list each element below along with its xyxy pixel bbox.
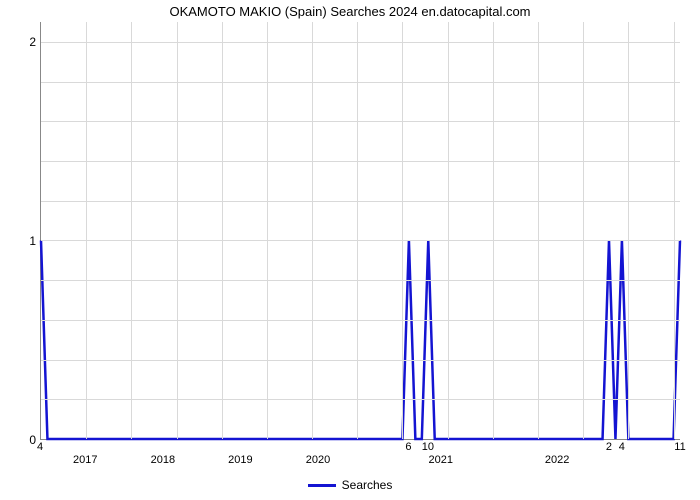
x-tick-label: 2017 bbox=[73, 454, 97, 466]
gridline-vertical bbox=[493, 22, 494, 439]
x-tick-label: 2021 bbox=[429, 454, 453, 466]
gridline-vertical bbox=[402, 22, 403, 439]
point-label: 11 bbox=[674, 441, 685, 453]
gridline-vertical bbox=[448, 22, 449, 439]
legend-label: Searches bbox=[342, 478, 393, 492]
gridline-horizontal bbox=[41, 399, 680, 400]
gridline-vertical bbox=[583, 22, 584, 439]
x-tick-label: 2018 bbox=[151, 454, 175, 466]
gridline-vertical bbox=[312, 22, 313, 439]
gridline-horizontal bbox=[41, 360, 680, 361]
point-label: 10 bbox=[422, 441, 434, 453]
chart-container: { "chart": { "type": "line", "title": "O… bbox=[0, 0, 700, 500]
gridline-vertical bbox=[628, 22, 629, 439]
gridline-horizontal bbox=[41, 161, 680, 162]
legend: Searches bbox=[0, 478, 700, 492]
gridline-vertical bbox=[538, 22, 539, 439]
gridline-horizontal bbox=[41, 82, 680, 83]
x-tick-label: 2019 bbox=[228, 454, 252, 466]
gridline-vertical bbox=[177, 22, 178, 439]
gridline-vertical bbox=[131, 22, 132, 439]
point-label: 4 bbox=[619, 441, 625, 453]
gridline-horizontal bbox=[41, 240, 680, 241]
chart-title: OKAMOTO MAKIO (Spain) Searches 2024 en.d… bbox=[0, 4, 700, 19]
gridline-horizontal bbox=[41, 42, 680, 43]
plot-area bbox=[40, 22, 680, 440]
gridline-vertical bbox=[674, 22, 675, 439]
gridline-vertical bbox=[222, 22, 223, 439]
legend-swatch bbox=[308, 484, 336, 487]
y-tick-label: 1 bbox=[6, 234, 36, 248]
point-label: 6 bbox=[405, 441, 411, 453]
y-tick-label: 0 bbox=[6, 433, 36, 447]
gridline-vertical bbox=[86, 22, 87, 439]
y-tick-label: 2 bbox=[6, 35, 36, 49]
x-tick-label: 2022 bbox=[545, 454, 569, 466]
gridline-horizontal bbox=[41, 280, 680, 281]
gridline-vertical bbox=[267, 22, 268, 439]
point-label: 2 bbox=[606, 441, 612, 453]
x-tick-label: 2020 bbox=[306, 454, 330, 466]
point-label: 4 bbox=[37, 441, 43, 453]
gridline-vertical bbox=[357, 22, 358, 439]
gridline-horizontal bbox=[41, 201, 680, 202]
gridline-horizontal bbox=[41, 320, 680, 321]
gridline-horizontal bbox=[41, 121, 680, 122]
